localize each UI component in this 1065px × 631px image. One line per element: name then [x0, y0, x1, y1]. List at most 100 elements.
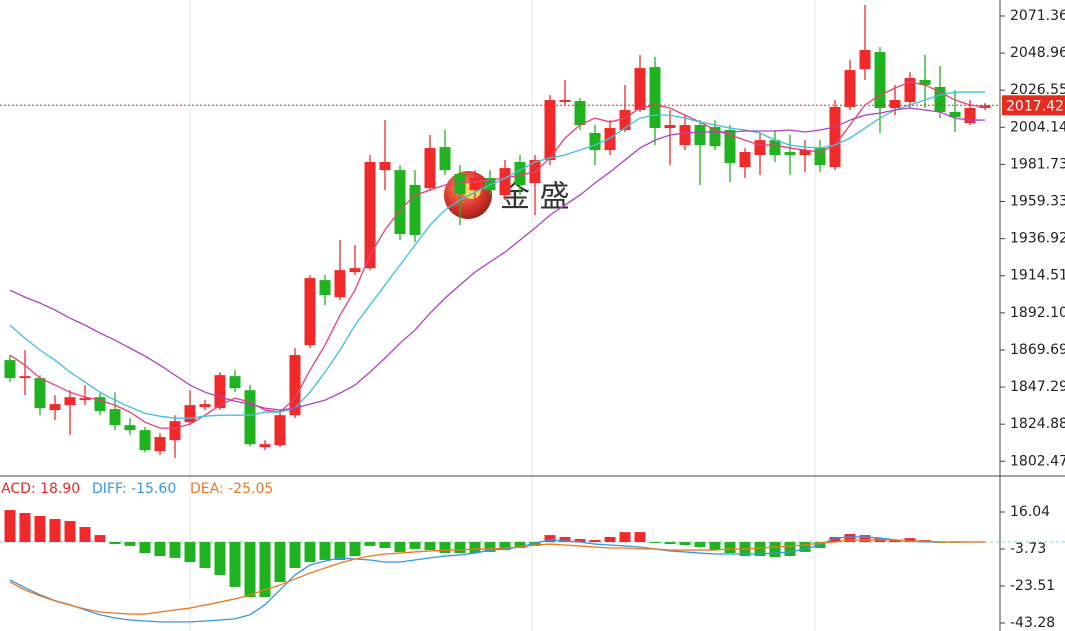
candle-body — [109, 409, 121, 426]
indicator-label: DEA: -25.05 — [190, 481, 273, 497]
candle-body — [304, 278, 316, 346]
histogram-bar — [64, 521, 76, 543]
indicator-line — [9, 539, 985, 615]
histogram-bar — [94, 535, 106, 543]
histogram-bar — [154, 542, 166, 557]
indicator-label: DIFF: -15.60 — [92, 481, 176, 497]
candle-body — [319, 280, 331, 296]
candle-body — [229, 376, 241, 389]
histogram-bar — [574, 539, 586, 543]
candle-body — [769, 140, 781, 156]
histogram-bar — [259, 542, 271, 598]
candle-body — [859, 50, 871, 70]
y-tick-label: 1959.33 — [1010, 194, 1065, 210]
histogram-bar — [184, 542, 196, 563]
y-tick-label: -43.28 — [1010, 615, 1055, 631]
histogram-bar — [349, 542, 361, 557]
candle-body — [454, 174, 466, 195]
indicator-label: MACD: 18.90 — [0, 481, 80, 497]
histogram-bar — [424, 542, 436, 551]
candle-body — [214, 375, 226, 409]
histogram — [4, 510, 961, 598]
y-tick-label: -23.51 — [1010, 578, 1055, 594]
candle-body — [544, 100, 556, 160]
histogram-bar — [799, 542, 811, 552]
histogram-bar — [79, 527, 91, 543]
candle-body — [664, 125, 676, 129]
histogram-bar — [214, 542, 226, 575]
histogram-bar — [109, 542, 121, 545]
histogram-bar — [649, 542, 661, 543]
candle-body — [124, 425, 136, 431]
histogram-bar — [889, 539, 901, 543]
candle-body — [79, 398, 91, 401]
histogram-bar — [619, 532, 631, 543]
candle-body — [244, 390, 256, 445]
candle-body — [559, 100, 571, 103]
y-tick-label: 1847.29 — [1010, 379, 1065, 395]
candle-body — [4, 360, 16, 379]
candle-body — [889, 100, 901, 108]
histogram-bar — [4, 510, 16, 543]
candle-body — [349, 268, 361, 273]
candle-body — [829, 106, 841, 168]
y-tick-label: 2026.55 — [1010, 82, 1065, 98]
candle-body — [619, 109, 631, 131]
candle-body — [259, 444, 271, 448]
candle-body — [289, 355, 301, 416]
y-tick-label: 1869.69 — [1010, 342, 1065, 358]
candle-body — [709, 127, 721, 147]
histogram-bar — [499, 542, 511, 551]
candle-body — [154, 437, 166, 452]
y-tick-label: 1802.47 — [1010, 453, 1065, 469]
y-tick-label: 1936.92 — [1010, 231, 1065, 247]
histogram-bar — [229, 542, 241, 587]
histogram-bar — [589, 539, 601, 543]
histogram-bar — [769, 542, 781, 557]
candle-body — [844, 70, 856, 107]
candle-body — [169, 421, 181, 441]
candle-body — [139, 430, 151, 451]
histogram-bar — [709, 542, 721, 551]
candle-body — [634, 68, 646, 110]
histogram-bar — [724, 542, 736, 554]
histogram-bar — [19, 513, 31, 543]
histogram-bar — [169, 542, 181, 558]
candle-body — [364, 161, 376, 269]
last-price-box — [1002, 95, 1065, 116]
candle-body — [589, 132, 601, 151]
candle-body — [334, 270, 346, 298]
candle-body — [874, 52, 886, 108]
histogram-bar — [529, 542, 541, 546]
candle-body — [904, 78, 916, 103]
histogram-bar — [409, 542, 421, 549]
candle-body — [64, 397, 76, 406]
candle-body — [439, 147, 451, 171]
candle-body — [484, 178, 496, 191]
candle-body — [184, 405, 196, 423]
moving-average-line — [9, 91, 985, 419]
histogram-bar — [244, 542, 256, 598]
candle-body — [754, 140, 766, 156]
moving-average-line — [9, 107, 985, 411]
histogram-bar — [199, 542, 211, 569]
candle-body — [784, 152, 796, 156]
y-tick-label: 1981.73 — [1010, 156, 1065, 172]
histogram-bar — [904, 538, 916, 543]
histogram-bar — [469, 542, 481, 554]
candle-body — [424, 148, 436, 189]
candle-body — [409, 184, 421, 236]
candle-body — [814, 148, 826, 166]
y-tick-label: 16.04 — [1010, 504, 1050, 520]
candle-body — [469, 178, 481, 191]
histogram-bar — [454, 542, 466, 554]
histogram-bar — [289, 542, 301, 569]
histogram-bar — [544, 535, 556, 543]
y-tick-label: 2004.14 — [1010, 119, 1065, 135]
histogram-bar — [379, 542, 391, 548]
candle-body — [49, 404, 61, 411]
y-tick-label: 2071.36 — [1010, 8, 1065, 24]
candle-body — [379, 161, 391, 171]
candle-body — [19, 376, 31, 379]
